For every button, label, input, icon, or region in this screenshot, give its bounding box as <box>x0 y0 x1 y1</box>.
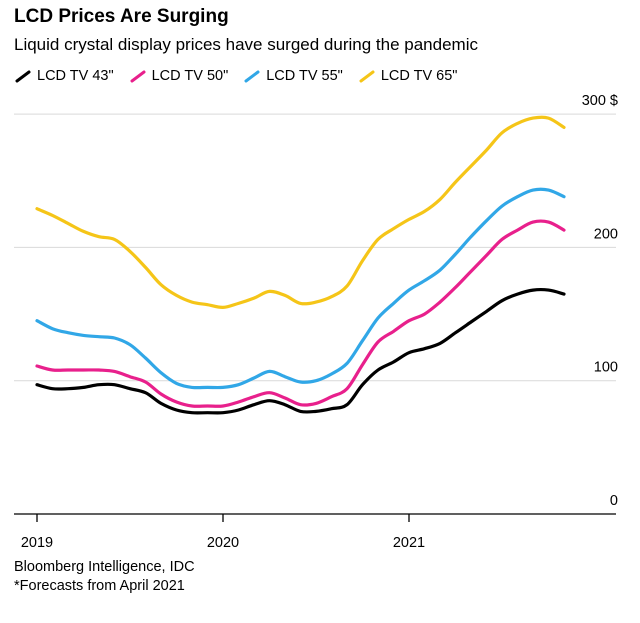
y-tick-label: 200 <box>594 226 618 242</box>
series-line-lcd-tv-43 <box>35 287 566 415</box>
page-title: LCD Prices Are Surging <box>14 6 229 27</box>
page-subtitle: Liquid crystal display prices have surge… <box>14 35 478 54</box>
x-tick-label: 2021 <box>393 535 425 551</box>
legend-label: LCD TV 50" <box>151 68 229 84</box>
legend-item: LCD TV 55" <box>243 68 343 84</box>
y-tick-label: 300 $ <box>582 93 618 109</box>
x-tick-label: 2019 <box>21 535 53 551</box>
legend-label: LCD TV 65" <box>380 68 458 84</box>
chart-source: Bloomberg Intelligence, IDC *Forecasts f… <box>14 558 195 596</box>
source-text: Bloomberg Intelligence, IDC <box>14 559 195 575</box>
legend-swatch <box>244 70 260 83</box>
chart-legend: LCD TV 43" LCD TV 50" LCD TV 55" LCD TV 65" <box>14 66 472 86</box>
grid-lines <box>14 113 616 382</box>
x-axis: 2019 2020 2021 <box>14 513 616 551</box>
series-line-lcd-tv-55 <box>35 187 566 390</box>
legend-swatch <box>130 70 146 83</box>
legend-item: LCD TV 43" <box>14 68 114 84</box>
forecast-note: *Forecasts from April 2021 <box>14 578 185 594</box>
series-line-lcd-tv-65 <box>35 115 566 310</box>
y-tick-label: 0 <box>610 493 618 509</box>
y-axis-ticks: 0 100 200 300 $ <box>582 93 618 509</box>
series-lines <box>35 115 566 415</box>
y-tick-label: 100 <box>594 360 618 376</box>
legend-item: LCD TV 65" <box>358 68 458 84</box>
legend-item: LCD TV 50" <box>129 68 229 84</box>
legend-label: LCD TV 43" <box>37 68 114 84</box>
legend-swatch <box>15 70 31 83</box>
legend-swatch <box>359 70 375 83</box>
x-tick-label: 2020 <box>207 535 239 551</box>
series-line-lcd-tv-50 <box>35 219 566 408</box>
legend-label: LCD TV 55" <box>266 68 343 84</box>
